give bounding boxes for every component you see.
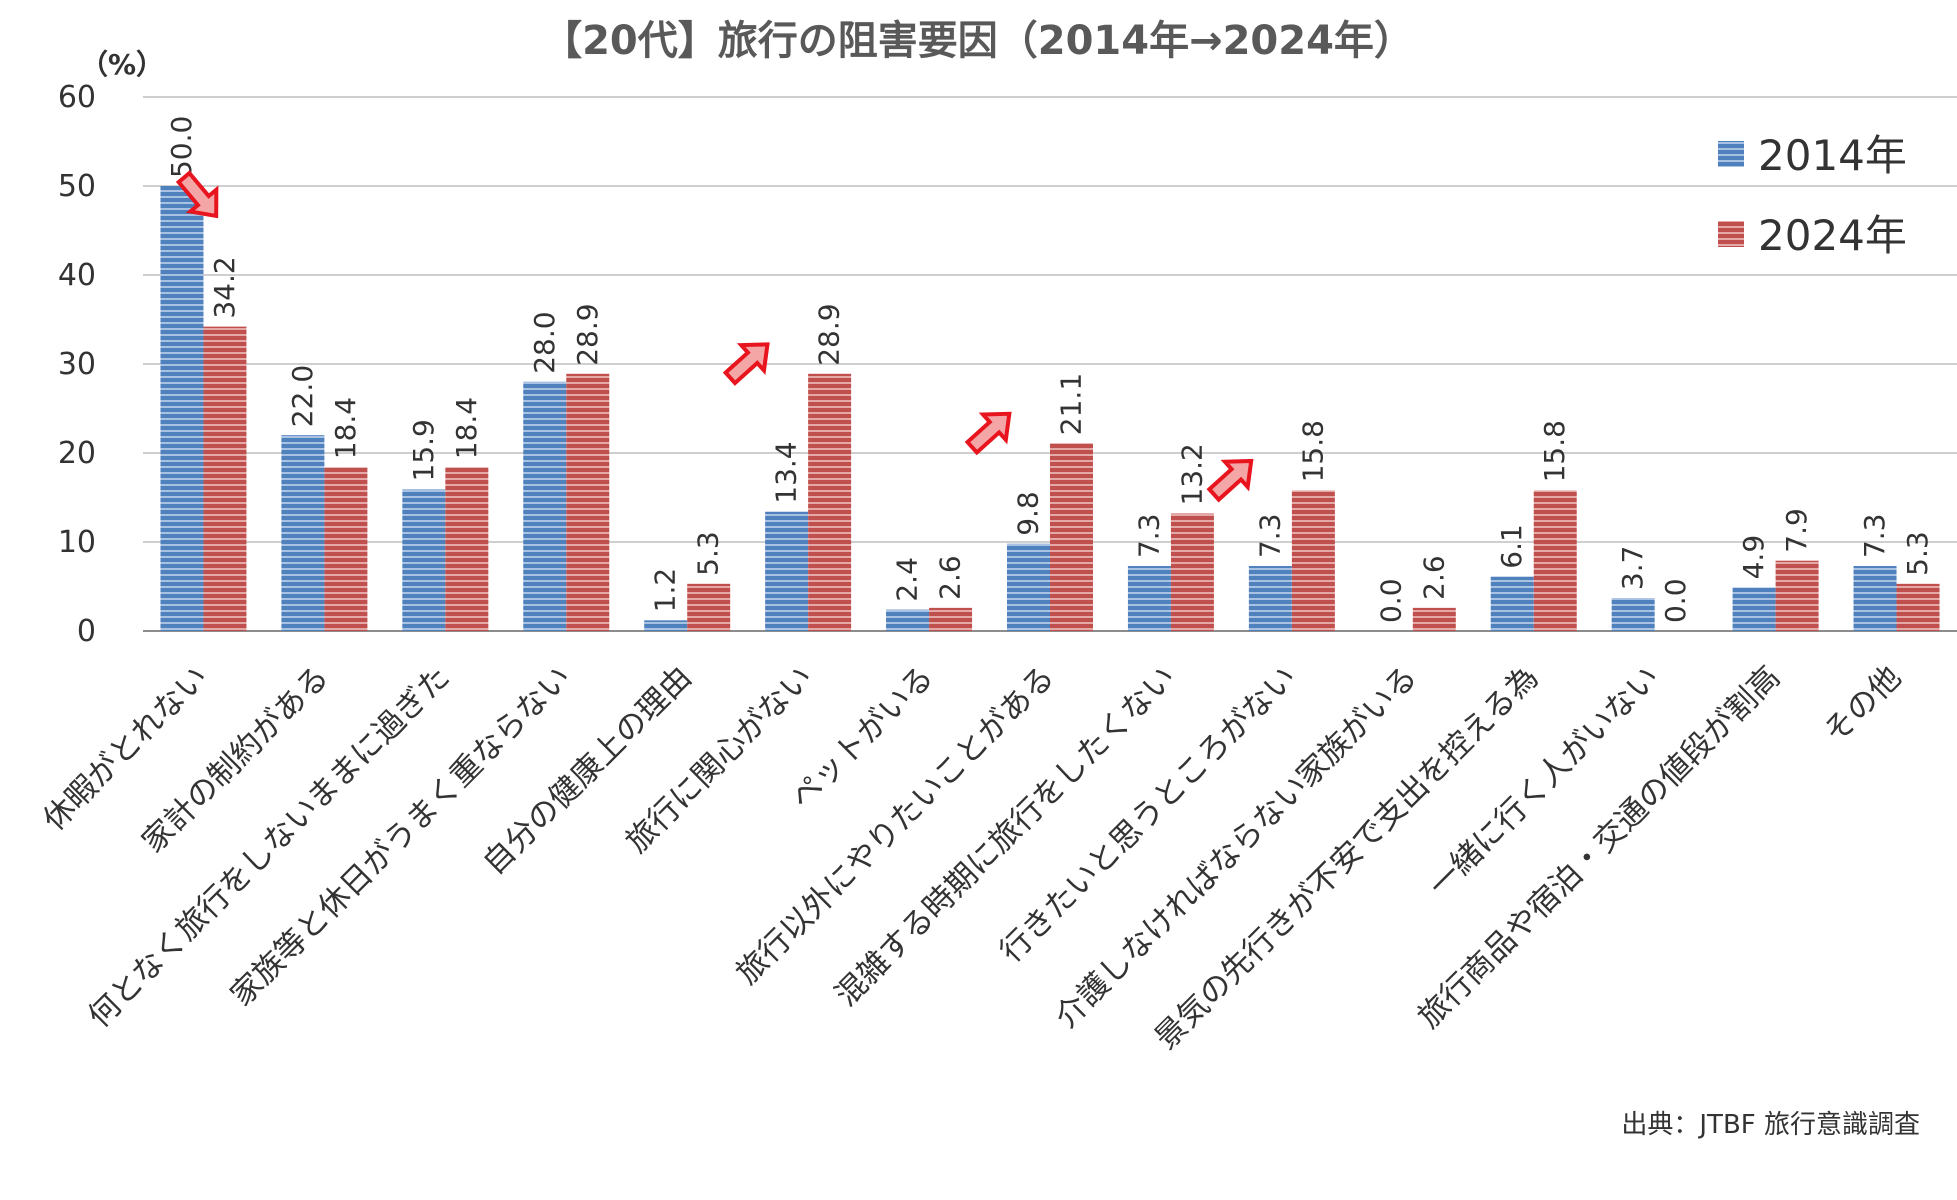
bar-2014	[1490, 576, 1534, 631]
bar-2014	[1853, 566, 1897, 631]
bar-2024	[929, 607, 973, 631]
category-label: 一緒に行く人がいない	[1422, 659, 1667, 904]
source-note: 出典：JTBF 旅行意識調査	[1621, 1110, 1920, 1140]
bar-2024	[445, 467, 489, 631]
bars	[160, 186, 1940, 631]
data-label: 28.9	[571, 303, 604, 365]
data-label: 7.3	[1132, 513, 1165, 558]
bar-2014	[765, 511, 809, 631]
data-label: 7.9	[1780, 508, 1813, 553]
y-axis-ticks: 0 10 20 30 40 50 60	[58, 80, 96, 649]
y-axis-unit: （%）	[80, 48, 164, 81]
bar-2014	[1127, 566, 1171, 631]
data-label: 0.0	[1374, 578, 1407, 623]
data-label: 34.2	[208, 256, 241, 318]
data-label: 5.3	[692, 531, 725, 576]
data-label: 2.6	[1417, 555, 1450, 600]
trend-arrows	[175, 170, 1254, 503]
y-tick-label: 0	[77, 614, 96, 649]
y-tick-label: 50	[58, 169, 96, 204]
bar-2024	[1896, 583, 1940, 631]
data-label: 21.1	[1055, 373, 1088, 435]
bar-2014	[886, 609, 930, 631]
bar-2024	[1412, 607, 1456, 631]
arrow-up-icon	[1206, 458, 1254, 503]
bar-2014	[1732, 587, 1776, 631]
data-label: 2.4	[891, 557, 924, 602]
data-label: 22.0	[286, 365, 319, 427]
legend: 2014年 2024年	[1718, 131, 1907, 260]
bar-2024	[1050, 443, 1093, 631]
bar-2014	[1611, 598, 1655, 631]
bar-2014	[1007, 543, 1050, 631]
data-label: 0.0	[1659, 578, 1692, 623]
data-label: 28.0	[528, 311, 561, 373]
category-label: 自分の健康上の理由	[476, 659, 699, 882]
data-label: 9.8	[1012, 491, 1045, 536]
data-label: 2.6	[934, 555, 967, 600]
bar-2014	[1248, 566, 1292, 631]
data-label: 6.1	[1495, 524, 1528, 569]
bar-2024	[687, 583, 731, 631]
y-tick-label: 10	[58, 525, 96, 560]
legend-label-2014: 2014年	[1758, 131, 1907, 180]
data-labels: 50.0 34.2 22.0 18.4 15.9 18.4 28.0 28.9 1.2 5.3 13…	[165, 116, 1934, 623]
data-label: 15.8	[1296, 420, 1329, 482]
y-tick-label: 20	[58, 436, 96, 471]
data-label: 15.9	[407, 419, 440, 481]
legend-label-2024: 2024年	[1758, 211, 1907, 260]
legend-swatch-2024	[1718, 221, 1744, 247]
bar-2014	[160, 186, 204, 631]
category-labels: 休暇がとれない家計の制約がある何となく旅行をしないままに過ぎた家族等と休日がうま…	[36, 659, 1908, 1056]
arrow-down-icon	[175, 170, 219, 219]
bar-2024	[324, 467, 368, 631]
y-tick-label: 30	[58, 347, 96, 382]
data-label: 3.7	[1616, 546, 1649, 591]
bar-2024	[1291, 490, 1335, 631]
bar-2024	[203, 326, 247, 631]
y-tick-label: 60	[58, 80, 96, 115]
data-label: 13.4	[770, 441, 803, 503]
bar-2024	[566, 373, 610, 631]
arrow-up-icon	[722, 342, 770, 386]
data-label: 1.2	[649, 568, 682, 613]
data-label: 4.9	[1737, 535, 1770, 580]
chart-title: 【20代】旅行の阻害要因（2014年→2024年）	[542, 18, 1414, 64]
data-label: 28.9	[813, 303, 846, 365]
data-label: 7.3	[1858, 513, 1891, 558]
bar-2014	[402, 489, 446, 631]
data-label: 5.3	[1901, 531, 1934, 576]
bar-2024	[1533, 490, 1577, 631]
y-tick-label: 40	[58, 258, 96, 293]
category-label: その他	[1817, 659, 1908, 750]
data-label: 18.4	[329, 397, 362, 459]
data-label: 18.4	[450, 397, 483, 459]
bar-2024	[808, 373, 852, 631]
bar-2014	[523, 381, 567, 631]
bar-2014	[281, 435, 325, 631]
data-label: 13.2	[1175, 443, 1208, 505]
arrow-up-icon	[964, 411, 1012, 456]
bar-2014	[644, 620, 688, 631]
legend-swatch-2014	[1718, 141, 1744, 167]
bar-2024	[1170, 513, 1214, 631]
data-label: 7.3	[1253, 513, 1286, 558]
data-label: 50.0	[165, 116, 198, 178]
bar-2024	[1775, 560, 1819, 631]
data-label: 15.8	[1538, 420, 1571, 482]
